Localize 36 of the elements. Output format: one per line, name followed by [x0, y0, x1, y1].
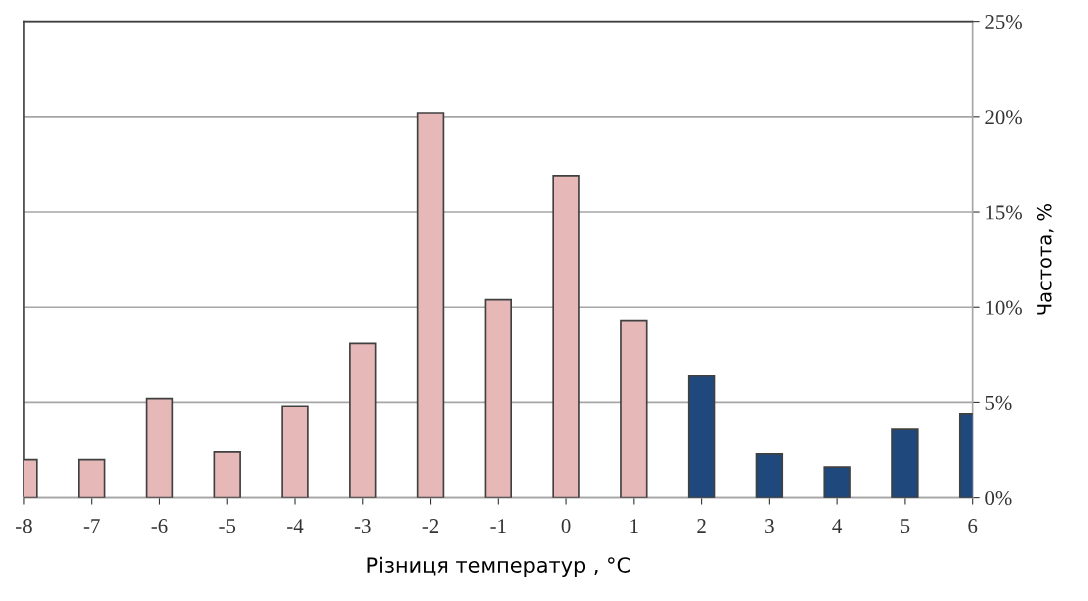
bar [552, 175, 580, 498]
bar [891, 428, 919, 498]
bar [687, 374, 716, 498]
y-tick-label: 5% [985, 395, 1012, 410]
x-tick-label: 4 [832, 519, 843, 533]
y-tick-label: 0% [985, 491, 1012, 506]
x-tick-label: -6 [151, 519, 168, 534]
y-tick-label: 20% [985, 110, 1022, 125]
x-axis-title: Різниця температур , °C [367, 556, 630, 577]
y-tick-label: 10% [986, 300, 1022, 315]
bar [620, 319, 648, 498]
bar [755, 453, 784, 498]
y-tick-label: 25% [985, 15, 1022, 30]
bar [145, 397, 174, 498]
x-tick-label: -8 [16, 519, 32, 534]
x-tick-label: -7 [83, 519, 100, 533]
x-tick-label: -5 [219, 519, 236, 534]
bar [484, 298, 513, 498]
y-axis-title: Частота, % [1036, 204, 1054, 315]
bar [823, 466, 851, 498]
x-tick-label: 2 [697, 519, 706, 533]
y-tick-label: 15% [986, 205, 1022, 220]
x-tick-label: 0 [561, 519, 571, 534]
x-tick-label: 1 [630, 519, 638, 533]
bar [349, 342, 377, 498]
x-tick-label: -3 [354, 519, 371, 534]
x-tick-label: -4 [287, 519, 304, 533]
bar [213, 451, 241, 498]
bar [77, 458, 106, 498]
x-tick-label: -2 [422, 519, 439, 533]
x-tick-label: 5 [900, 519, 910, 534]
x-tick-label: 6 [968, 519, 978, 534]
bar [416, 112, 445, 498]
x-tick-label: -1 [490, 519, 506, 533]
x-tick-label: 3 [765, 519, 774, 534]
bar [281, 405, 309, 498]
